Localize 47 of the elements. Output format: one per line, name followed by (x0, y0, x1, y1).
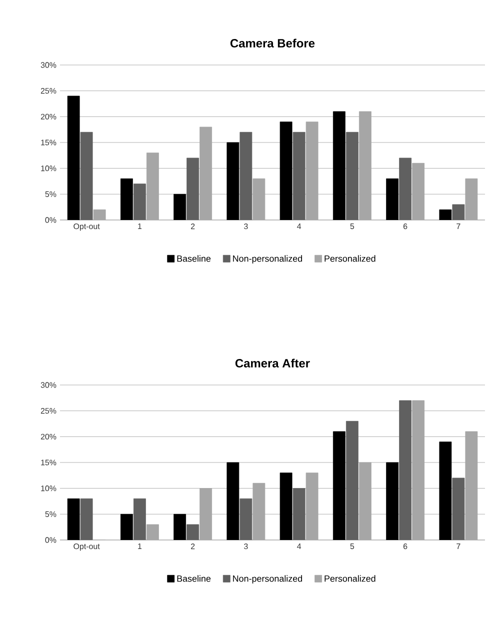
bar (133, 498, 146, 540)
bar (80, 498, 93, 540)
bar (306, 122, 318, 220)
bar (226, 462, 240, 540)
bar (358, 111, 372, 220)
chart-title: Camera After (235, 358, 310, 368)
bar (67, 498, 80, 540)
legend-label: Baseline (177, 255, 211, 262)
legend-label: Non-personalized (233, 575, 302, 584)
bar (226, 142, 240, 220)
bar (93, 209, 106, 220)
bar (200, 488, 212, 540)
bar (332, 431, 346, 540)
bar (280, 122, 292, 220)
bar (346, 420, 358, 540)
bar (240, 498, 252, 540)
bar (465, 431, 478, 540)
bar (399, 400, 412, 540)
bar (186, 524, 200, 540)
bar (332, 111, 346, 220)
bar (120, 514, 133, 540)
bar (439, 209, 452, 220)
bar (200, 126, 212, 220)
legend-label: Personalized (324, 255, 376, 262)
legend-label: Non-personalized (233, 255, 302, 264)
bar (306, 472, 318, 540)
bar (439, 442, 452, 540)
bar (452, 478, 465, 540)
chart-title: Camera Before (230, 38, 315, 48)
legend-label: Personalized (324, 575, 376, 582)
bar (174, 194, 186, 220)
bar (412, 162, 425, 220)
bar (292, 488, 306, 540)
bar (174, 514, 186, 540)
bar (146, 152, 159, 220)
bar (386, 462, 399, 540)
bar (252, 482, 266, 540)
bar (120, 178, 133, 220)
legend-label: Baseline (177, 575, 211, 582)
bar (358, 462, 372, 540)
bar (67, 96, 80, 220)
bar (412, 400, 425, 540)
bar (252, 178, 266, 220)
bar (465, 178, 478, 220)
bar (146, 524, 159, 540)
bar (386, 178, 399, 220)
bar (280, 472, 292, 540)
